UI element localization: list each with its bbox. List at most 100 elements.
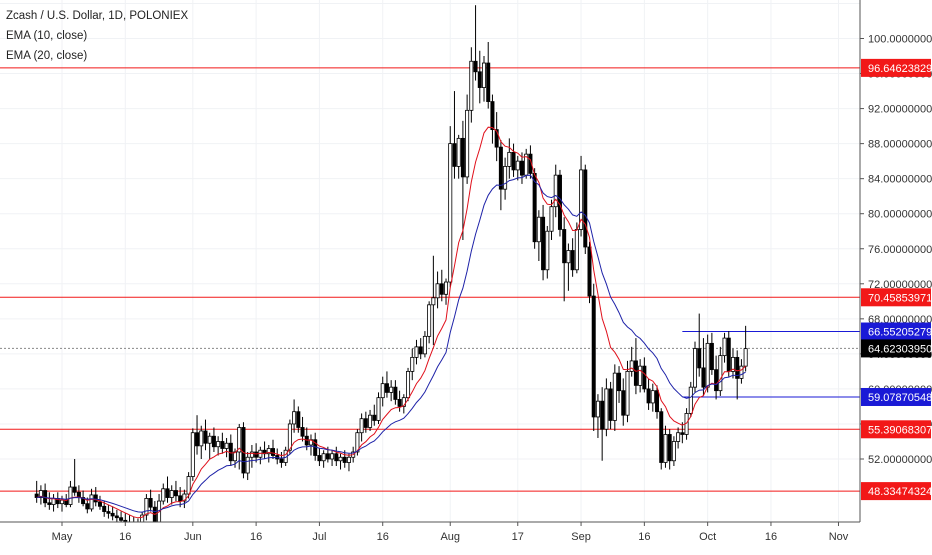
candle-body xyxy=(515,160,520,171)
candle xyxy=(207,432,212,459)
price-labels: 96.64623829 70.45853971 55.39068307 48.3347… xyxy=(861,58,932,501)
candle xyxy=(655,385,660,419)
candle xyxy=(178,487,183,508)
candle-body xyxy=(38,490,43,498)
candle xyxy=(237,423,242,470)
candle-body xyxy=(743,348,748,367)
candle-body xyxy=(321,453,326,462)
candle-body xyxy=(549,206,554,232)
candle xyxy=(173,480,178,502)
candle xyxy=(249,444,254,468)
ema-10-legend[interactable]: EMA (10, close) xyxy=(6,30,88,42)
candle-body xyxy=(292,411,297,425)
candle-body xyxy=(211,435,216,448)
candle xyxy=(110,506,115,521)
candle xyxy=(617,366,622,403)
candle xyxy=(93,487,98,507)
candle xyxy=(376,392,381,424)
candle-body xyxy=(224,442,229,449)
candle-body xyxy=(629,360,634,372)
candle xyxy=(562,217,567,302)
candle xyxy=(308,434,313,456)
candle xyxy=(714,355,719,400)
candle-body xyxy=(85,503,90,510)
candle xyxy=(270,439,275,459)
candle-body xyxy=(330,453,335,460)
candle xyxy=(448,126,453,288)
candle xyxy=(638,359,643,393)
candle-body xyxy=(384,383,389,393)
candle-body xyxy=(418,346,423,355)
candle xyxy=(444,278,449,305)
candle xyxy=(726,331,731,377)
candle xyxy=(169,485,174,505)
candle xyxy=(241,422,246,479)
candle xyxy=(292,399,297,433)
candle-body xyxy=(532,173,537,243)
candle xyxy=(536,210,541,262)
candle xyxy=(72,459,77,496)
candle-body xyxy=(165,488,170,498)
candle xyxy=(47,492,52,510)
candle xyxy=(199,425,204,459)
candle-body xyxy=(435,283,440,299)
candle-body xyxy=(397,399,402,407)
price-axis[interactable]: 52.0000000056.0000000060.0000000064.0000… xyxy=(859,0,932,550)
candle-body xyxy=(427,304,432,337)
level-label-text: 48.33474324 xyxy=(868,486,932,498)
candle xyxy=(161,483,166,505)
candle-body xyxy=(481,62,486,88)
level-label-text: 59.07870548 xyxy=(868,392,932,404)
candle-body xyxy=(207,435,212,444)
candle xyxy=(693,341,698,393)
candle-body xyxy=(279,458,284,463)
candle-body xyxy=(697,348,702,369)
candle-body xyxy=(642,365,647,390)
candle-body xyxy=(182,493,187,502)
candle-body xyxy=(507,151,512,167)
candle xyxy=(494,112,499,162)
candle xyxy=(363,411,368,433)
level-label: 55.39068307 xyxy=(861,420,932,439)
candle xyxy=(612,364,617,431)
candle xyxy=(587,241,592,304)
candle-body xyxy=(199,430,204,447)
candle-body xyxy=(325,453,330,460)
ema-20-line xyxy=(36,174,746,513)
candle xyxy=(275,448,280,465)
candle xyxy=(431,255,436,346)
y-tick-label: 72.00000000 xyxy=(868,279,932,291)
candle-body xyxy=(541,216,546,271)
candle-body xyxy=(456,137,461,167)
candle xyxy=(629,346,634,377)
candle xyxy=(195,415,200,455)
candle xyxy=(743,325,748,372)
symbol-title[interactable]: Zcash / U.S. Dollar, 1D, POLONIEX xyxy=(6,10,189,22)
candle xyxy=(410,348,415,381)
candle xyxy=(262,441,267,459)
candle-body xyxy=(663,434,668,463)
chart-legend: Zcash / U.S. Dollar, 1D, POLONIEX EMA (1… xyxy=(6,6,188,66)
x-tick-label: 16 xyxy=(765,531,777,543)
candle xyxy=(393,380,398,405)
candle-body xyxy=(570,250,575,271)
candle-body xyxy=(237,427,242,453)
candle xyxy=(503,157,508,200)
candle-body xyxy=(169,490,174,498)
level-label-bg xyxy=(861,322,931,341)
candle-body xyxy=(621,390,626,416)
time-axis[interactable]: May 16 Jun 16 Jul 16 Aug 17 Sep 16 Oct 16 Nov xyxy=(0,521,932,550)
x-tick-label: May xyxy=(52,531,73,543)
candle-body xyxy=(604,388,609,430)
candle xyxy=(570,238,575,277)
candle xyxy=(511,143,516,177)
level-label-bg xyxy=(861,58,931,77)
candle xyxy=(414,339,419,365)
ema-20-legend[interactable]: EMA (20, close) xyxy=(6,50,88,62)
candle xyxy=(473,5,478,81)
candle xyxy=(254,443,259,463)
candle-body xyxy=(34,493,39,498)
candle-body xyxy=(735,356,740,379)
x-tick-label: 16 xyxy=(250,531,262,543)
